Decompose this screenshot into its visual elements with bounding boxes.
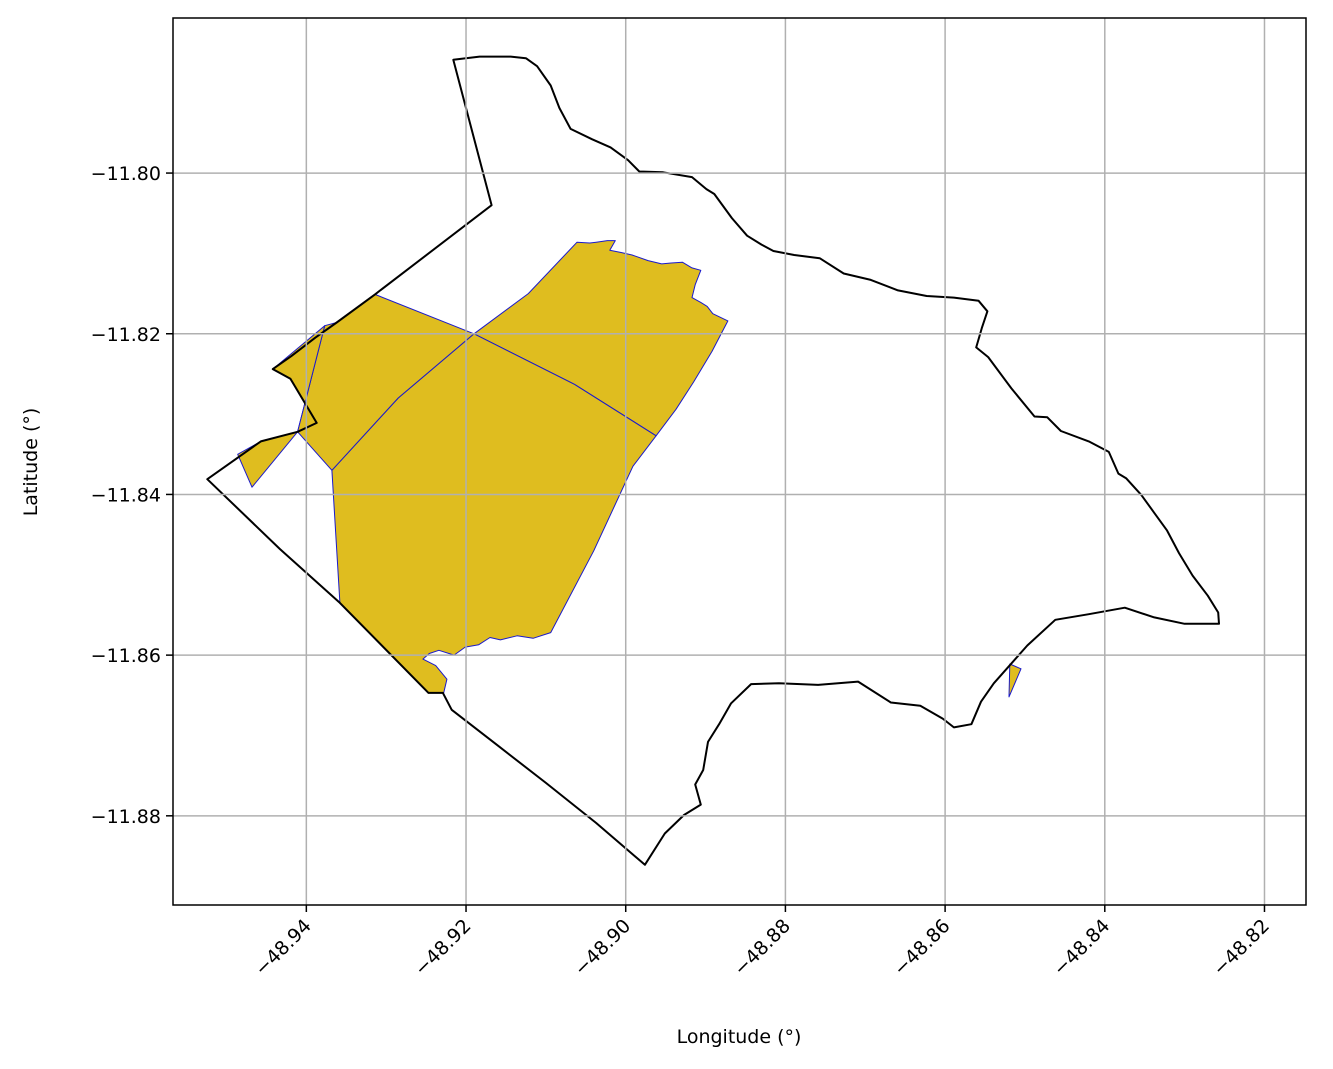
filled-regions [237, 240, 1022, 698]
y-tick-label-2: −11.84 [91, 484, 161, 506]
y-tick-label-4: −11.88 [91, 806, 161, 828]
filled-region-0 [473, 240, 729, 437]
grid-lines [173, 18, 1306, 905]
boundary-outline [206, 55, 1220, 866]
y-axis-label: Latitude (°) [20, 408, 42, 517]
y-axis-ticks: −11.80 −11.82 −11.84 −11.86 −11.88 [91, 163, 173, 828]
municipality-boundary [206, 55, 1220, 866]
plot-frame [172, 17, 1307, 906]
x-axis-label: Longitude (°) [677, 1026, 802, 1048]
y-tick-label-0: −11.80 [91, 163, 161, 185]
filled-region-5 [1008, 663, 1022, 698]
y-tick-label-3: −11.86 [91, 645, 161, 667]
y-tick-label-1: −11.82 [91, 324, 161, 346]
